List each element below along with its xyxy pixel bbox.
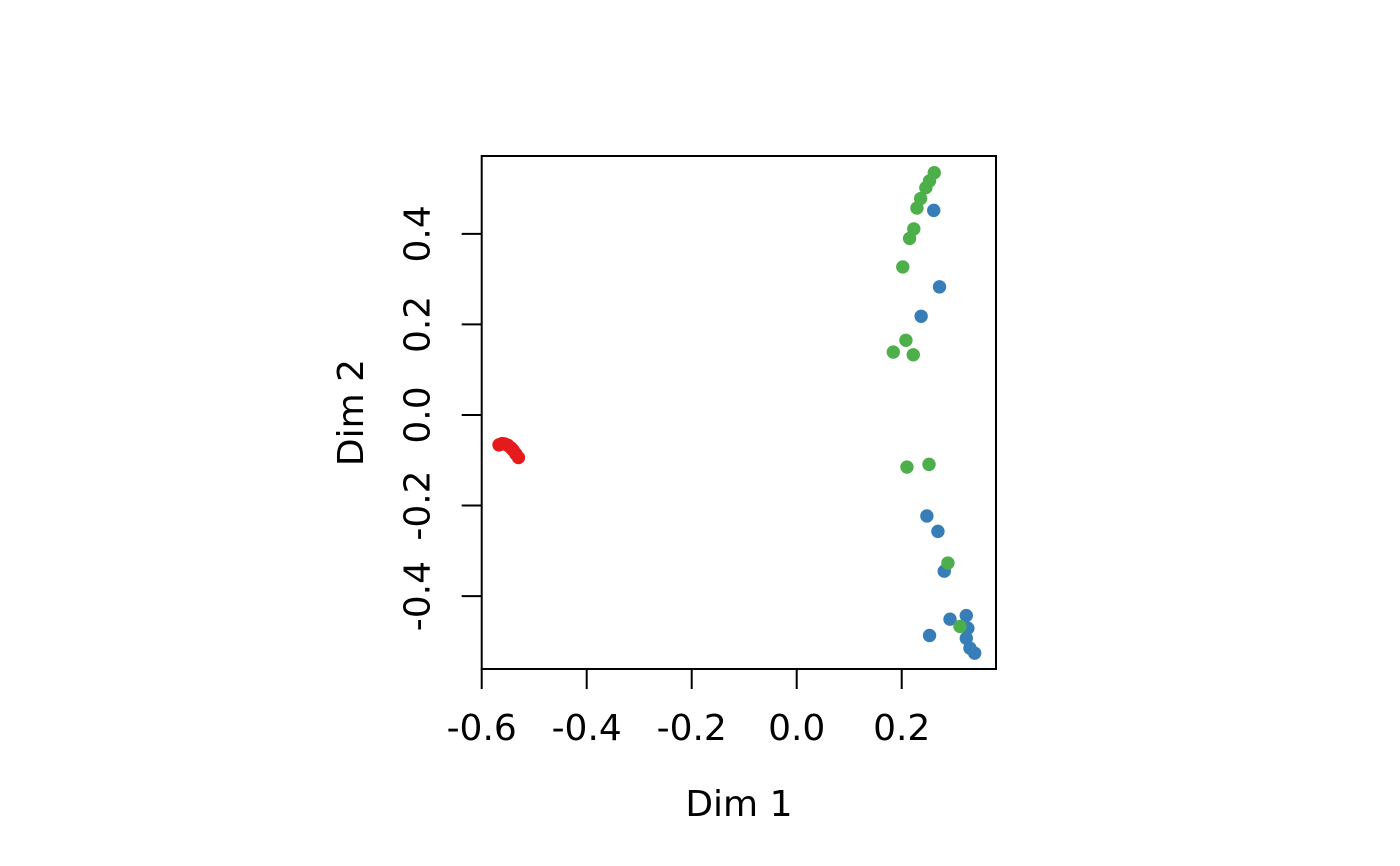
data-point-cluster-blue [943,612,957,626]
data-point-cluster-blue [914,309,928,323]
x-axis-label: Dim 1 [685,784,792,825]
y-axis-label: Dim 2 [331,359,372,466]
y-tick-label: 0.2 [398,296,439,353]
data-point-cluster-green [899,333,913,347]
y-tick-label: 0.0 [398,386,439,443]
data-point-cluster-red [511,450,526,465]
data-point-cluster-blue [932,280,947,294]
data-point-cluster-blue [920,509,934,523]
data-point-cluster-blue [922,628,937,643]
x-tick-label: -0.2 [657,708,727,749]
data-point-cluster-green [922,457,936,472]
y-tick-label: -0.2 [398,470,439,540]
data-point-cluster-blue [959,608,973,623]
plot-generated-layer: -0.6 -0.4 -0.2 0.0 0.2 -0.4 -0.2 0.0 0.2 0.4 [398,155,997,749]
data-point-cluster-green [886,345,901,359]
data-point-cluster-blue [927,203,941,218]
x-tick-label: 0.0 [768,708,825,749]
data-point-cluster-green [941,556,955,570]
y-tick-label: -0.4 [398,561,439,631]
x-tick-label: -0.6 [447,708,517,749]
data-point-cluster-green [919,180,933,195]
plot-border [480,155,997,670]
x-tick-label: 0.2 [873,708,930,749]
x-tick-label: -0.4 [552,708,622,749]
y-tick-label: 0.4 [398,205,439,262]
data-point-cluster-green [953,619,967,634]
data-point-cluster-green [906,348,920,362]
data-point-cluster-blue [931,524,945,539]
data-point-cluster-green [896,260,910,274]
data-point-cluster-green [910,201,924,215]
data-point-cluster-green [902,231,917,246]
data-point-cluster-green [900,460,914,474]
data-point-cluster-blue [967,646,982,660]
